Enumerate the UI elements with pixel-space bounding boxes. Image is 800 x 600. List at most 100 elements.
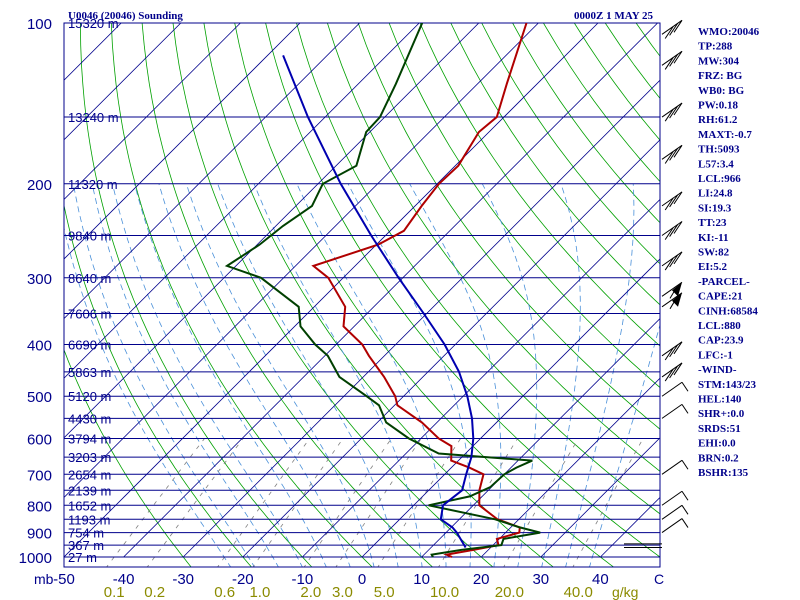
isotherm xyxy=(64,23,182,141)
wind-barb-staff xyxy=(661,490,683,506)
index-line: BSHR:135 xyxy=(698,467,749,479)
index-line: CAPE:21 xyxy=(698,291,743,303)
index-line: RH:61.2 xyxy=(698,114,738,126)
height-label: 11320 m xyxy=(68,177,118,192)
height-label: 1652 m xyxy=(68,498,111,513)
height-label: 2654 m xyxy=(68,467,111,482)
height-label: 3203 m xyxy=(68,450,111,465)
wind-barb-flag xyxy=(664,257,674,271)
moist-adiabat xyxy=(91,183,279,567)
moist-adiabat xyxy=(253,183,423,567)
isobars xyxy=(64,22,660,558)
index-line: TT:23 xyxy=(698,217,727,229)
wind-barb xyxy=(661,144,683,164)
dry-adiabat xyxy=(357,23,660,430)
station-title: U0046 (20046) Sounding xyxy=(68,10,183,22)
dry-adiabat xyxy=(388,23,660,389)
pressure-labels: 100 200 300 400 500 600 700 800 900 1000 xyxy=(19,16,52,567)
index-line: CAP:23.9 xyxy=(698,335,744,347)
dry-adiabat xyxy=(80,23,313,567)
pressure-tick-label: 400 xyxy=(27,338,52,355)
wind-barb-flag xyxy=(669,194,679,208)
mixing-ratio-label: 3.0 xyxy=(332,584,353,600)
wind-barb-staff xyxy=(661,459,683,475)
wind-barb-flag xyxy=(669,54,679,67)
isotherm xyxy=(64,23,301,260)
height-label: 13240 m xyxy=(68,110,119,125)
isotherm xyxy=(64,23,241,200)
wind-barb-flag xyxy=(664,151,674,164)
wind-barb-flag xyxy=(664,368,674,382)
pressure-tick-label: 300 xyxy=(27,271,52,288)
moist-adiabat xyxy=(73,183,256,567)
mixing-ratio-label: 1.0 xyxy=(249,584,270,600)
pressure-tick-label: 900 xyxy=(27,526,52,543)
wind-barb-staff xyxy=(661,292,683,308)
wind-barb-staff xyxy=(661,504,683,520)
wind-barb-staff xyxy=(661,19,683,35)
moist-adiabat xyxy=(64,225,232,567)
height-label: 15320 m xyxy=(68,16,119,31)
wind-barbs xyxy=(624,19,689,549)
index-line: -WIND- xyxy=(698,364,737,376)
index-line: L57:3.4 xyxy=(698,158,734,170)
index-line: LCL:880 xyxy=(698,320,741,332)
mixing-ratio-line xyxy=(303,438,392,567)
mixing-ratio-line xyxy=(572,438,644,567)
height-label: 8640 m xyxy=(68,271,111,286)
temperature-trace xyxy=(311,23,528,558)
dry-adiabat xyxy=(172,23,494,567)
index-line: LI:24.8 xyxy=(698,188,733,200)
wind-barb-staff xyxy=(661,403,683,419)
moist-adiabat xyxy=(481,183,538,567)
temperature-tick-label: 20 xyxy=(473,571,490,588)
dry-adiabat xyxy=(64,348,192,567)
pressure-tick-label: 1000 xyxy=(19,550,52,567)
wind-barb-flag xyxy=(673,362,683,376)
wind-barb-staff xyxy=(661,221,683,236)
index-line: STM:143/23 xyxy=(698,379,757,391)
wind-barb-flag xyxy=(669,23,679,36)
wind-barb-flag xyxy=(681,404,689,414)
wind-barb-flag xyxy=(669,288,677,299)
mixing-ratio-labels: 0.1 0.2 0.6 1.0 2.0 3.0 5.0 10.0 20.0 40.0 xyxy=(104,584,593,600)
wind-barb-flag xyxy=(664,197,674,211)
wind-barb xyxy=(661,459,689,475)
wind-barb xyxy=(661,251,683,271)
mixing-ratio-line xyxy=(335,438,422,567)
isotherm xyxy=(302,198,660,558)
index-line: TH:5093 xyxy=(698,144,740,156)
wind-barb-flag xyxy=(673,102,683,116)
wind-barb-flag xyxy=(673,341,683,355)
parcel-trace xyxy=(282,55,475,549)
wind-barb xyxy=(661,518,689,533)
plot-frame xyxy=(63,22,661,568)
isotherm xyxy=(361,258,660,558)
height-label: 6690 m xyxy=(68,338,111,353)
dry-adiabat xyxy=(141,23,434,567)
mixing-ratio-line xyxy=(252,438,344,567)
height-label: 2139 m xyxy=(68,483,111,498)
wind-barb-flag xyxy=(673,20,683,33)
sounding-traces xyxy=(224,23,541,558)
dry-adiabat xyxy=(296,23,660,515)
isotherm xyxy=(242,139,660,558)
wind-barb xyxy=(661,490,689,506)
pressure-tick-label: 700 xyxy=(27,467,52,484)
dry-adiabat xyxy=(265,23,660,558)
wind-barb xyxy=(661,102,683,122)
temperature-tick-label: -40 xyxy=(113,571,135,588)
sounding-time: 0000Z 1 MAY 25 xyxy=(574,10,653,22)
wind-barb-staff xyxy=(661,251,683,267)
index-line: SRDS:51 xyxy=(698,423,741,435)
wind-barb-flag xyxy=(681,381,689,392)
mixing-ratio-label: 0.1 xyxy=(104,584,125,600)
wind-barb xyxy=(661,19,683,39)
mixing-ratio-line xyxy=(217,438,310,567)
wind-barb xyxy=(661,191,683,211)
index-line: HEL:140 xyxy=(698,394,742,406)
wind-barb-flag xyxy=(673,221,683,234)
wind-barb-flag xyxy=(673,191,683,205)
wind-barb xyxy=(661,221,683,240)
